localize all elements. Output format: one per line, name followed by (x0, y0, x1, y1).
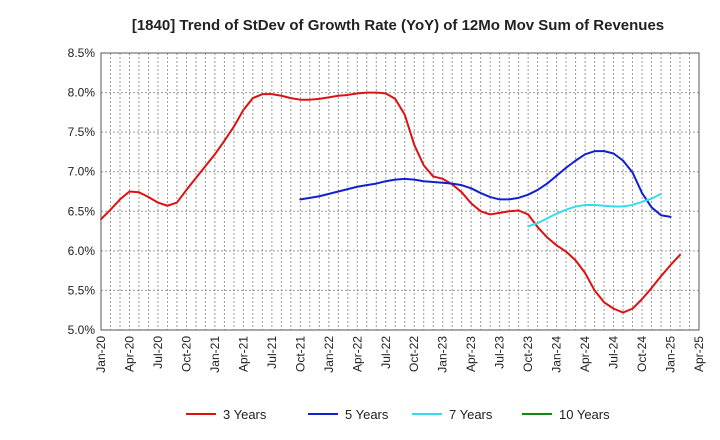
series-line-5-years (299, 150, 672, 218)
y-tick-label: 5.5% (68, 283, 96, 297)
x-tick-label: Jan-23 (436, 336, 450, 373)
x-tick-label: Jan-25 (664, 336, 678, 373)
y-axis-ticks: 5.0% 5.5% 6.0% 6.5% 7.0% 7.5% 8.0% 8.5% (68, 46, 96, 337)
y-tick-label: 7.0% (68, 165, 96, 179)
x-tick-label: Jul-20 (151, 336, 165, 369)
x-tick-label: Jan-24 (550, 336, 564, 373)
x-tick-label: Jul-24 (607, 336, 621, 369)
series-line-3-years (100, 91, 682, 314)
x-axis-ticks: Jan-20 Apr-20 Jul-20 Oct-20 Jan-21 Apr-21 Jul-… (94, 336, 706, 373)
plot-frame (100, 52, 700, 331)
x-tick-label: Oct-20 (179, 336, 193, 372)
x-tick-label: Apr-22 (350, 336, 364, 372)
x-tick-label: Oct-22 (407, 336, 421, 372)
y-tick-label: 8.0% (68, 86, 96, 100)
x-tick-label: Oct-21 (293, 336, 307, 372)
legend-label: 3 Years (223, 407, 267, 422)
x-tick-label: Oct-23 (521, 336, 535, 372)
y-tick-label: 5.0% (68, 323, 96, 337)
series-line-7-years (527, 192, 663, 228)
x-tick-label: Apr-23 (464, 336, 478, 372)
legend-label: 7 Years (449, 407, 493, 422)
x-tick-label: Oct-24 (635, 336, 649, 372)
x-tick-label: Apr-20 (122, 336, 136, 372)
x-tick-label: Jan-22 (322, 336, 336, 373)
y-tick-label: 6.5% (68, 204, 96, 218)
x-tick-label: Apr-21 (236, 336, 250, 372)
legend-label: 10 Years (559, 407, 610, 422)
series-layer (100, 91, 682, 314)
grid-layer (101, 52, 699, 331)
x-tick-label: Jan-21 (208, 336, 222, 373)
legend: 3 Years 5 Years 7 Years 10 Years (186, 407, 610, 422)
x-tick-label: Apr-24 (578, 336, 592, 372)
legend-label: 5 Years (345, 407, 389, 422)
x-tick-label: Jul-23 (493, 336, 507, 369)
x-tick-label: Jan-20 (94, 336, 108, 373)
y-tick-label: 8.5% (68, 46, 96, 60)
y-tick-label: 7.5% (68, 125, 96, 139)
y-tick-label: 6.0% (68, 244, 96, 258)
x-tick-label: Jul-22 (379, 336, 393, 369)
x-tick-label: Jul-21 (265, 336, 279, 369)
x-tick-label: Apr-25 (692, 336, 706, 372)
chart-title: [1840] Trend of StDev of Growth Rate (Yo… (132, 17, 664, 34)
